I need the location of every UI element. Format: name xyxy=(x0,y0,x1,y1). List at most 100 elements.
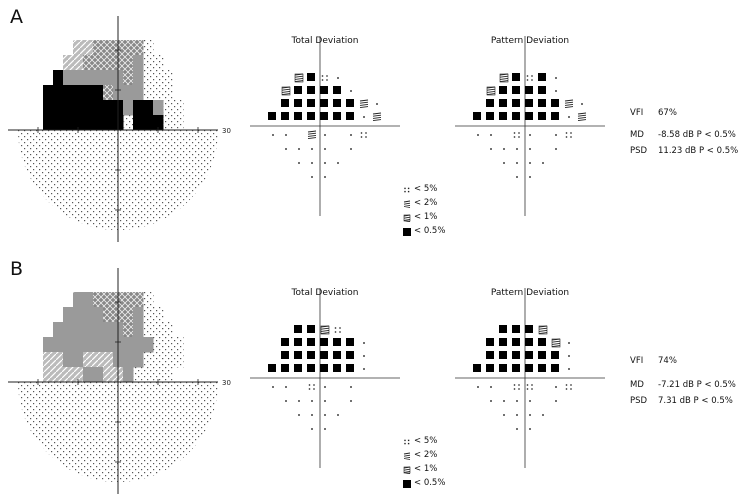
probability-symbol xyxy=(512,325,520,333)
field-tile xyxy=(43,85,54,101)
probability-symbol xyxy=(308,384,315,390)
field-tile xyxy=(103,115,114,131)
field-tile xyxy=(163,85,174,101)
field-tile xyxy=(153,307,164,323)
panel-b: B 30 Total Deviation Pattern Deviation V… xyxy=(0,252,748,504)
probability-symbol xyxy=(477,386,479,388)
probability-symbol xyxy=(551,99,559,107)
field-tile xyxy=(53,322,64,338)
probability-symbol xyxy=(324,134,326,136)
legend-symbol-05pct xyxy=(403,480,411,488)
md-label: MD xyxy=(630,130,644,140)
probability-symbol xyxy=(294,351,302,359)
probability-symbol xyxy=(486,99,494,107)
probability-symbol xyxy=(376,103,378,105)
probability-symbol xyxy=(324,162,326,164)
field-tile xyxy=(53,70,64,86)
probability-symbol xyxy=(516,428,518,430)
probability-symbol xyxy=(526,384,533,390)
field-tile xyxy=(73,55,84,71)
field-tile xyxy=(73,352,84,368)
probability-symbol xyxy=(542,162,544,164)
probability-symbol xyxy=(516,148,518,150)
field-tile xyxy=(43,115,54,131)
probability-symbol xyxy=(538,364,546,372)
probability-symbol xyxy=(281,364,289,372)
probability-symbol xyxy=(512,338,520,346)
probability-symbol xyxy=(321,75,328,81)
probability-symbol xyxy=(307,364,315,372)
field-tile xyxy=(63,337,74,353)
probability-symbol xyxy=(337,77,339,79)
field-tile xyxy=(123,85,134,101)
pattern-deviation-plot xyxy=(455,288,605,468)
field-tile xyxy=(133,70,144,86)
probability-symbol xyxy=(538,112,546,120)
probability-symbol xyxy=(568,342,570,344)
field-tile xyxy=(123,292,134,308)
field-tile xyxy=(133,40,144,56)
field-tile xyxy=(63,352,74,368)
field-tile xyxy=(133,85,144,101)
field-tile xyxy=(43,337,54,353)
field-tile xyxy=(53,352,64,368)
field-tile xyxy=(93,85,104,101)
field-tile xyxy=(123,337,134,353)
pattern-deviation-title: Pattern Deviation xyxy=(490,36,570,46)
field-tile xyxy=(73,337,84,353)
field-tile xyxy=(143,352,154,368)
probability-symbol xyxy=(324,386,326,388)
probability-symbol xyxy=(577,112,587,122)
total-deviation-plot xyxy=(250,288,400,468)
field-tile xyxy=(103,70,114,86)
probability-symbol xyxy=(281,112,289,120)
probability-symbol xyxy=(499,338,507,346)
field-tile xyxy=(133,100,144,116)
probability-symbol xyxy=(333,86,341,94)
probability-symbol xyxy=(334,327,341,333)
probability-symbol xyxy=(490,400,492,402)
field-tile xyxy=(163,367,174,383)
field-tile xyxy=(53,85,64,101)
probability-symbol xyxy=(529,134,531,136)
probability-symbol xyxy=(499,73,509,83)
probability-symbol xyxy=(525,351,533,359)
probability-symbol xyxy=(516,400,518,402)
probability-symbol xyxy=(404,439,410,445)
probability-symbol xyxy=(555,90,557,92)
probability-symbol xyxy=(285,386,287,388)
field-tile xyxy=(103,55,114,71)
probability-symbol xyxy=(499,86,507,94)
probability-symbol xyxy=(516,414,518,416)
field-tile xyxy=(83,55,94,71)
visual-field-grayscale-map: 30 xyxy=(8,16,231,242)
probability-symbol xyxy=(512,99,520,107)
field-tile xyxy=(83,307,94,323)
psd-label: PSD xyxy=(630,146,648,156)
legend-symbol-5pct xyxy=(404,439,410,445)
probability-symbol xyxy=(363,355,365,357)
field-tile xyxy=(93,292,104,308)
probability-symbol xyxy=(350,148,352,150)
legend-symbol-1pct xyxy=(403,466,411,474)
field-tile xyxy=(83,40,94,56)
total-deviation-plot xyxy=(250,36,400,216)
field-tile xyxy=(43,100,54,116)
total-deviation-title: Total Deviation xyxy=(291,36,359,46)
field-tile xyxy=(83,322,94,338)
probability-symbol xyxy=(311,176,313,178)
probability-symbol xyxy=(307,73,315,81)
field-tile xyxy=(143,70,154,86)
probability-symbol xyxy=(503,414,505,416)
probability-symbol xyxy=(403,200,411,208)
legend-symbol-2pct xyxy=(403,200,411,208)
probability-symbol xyxy=(346,99,354,107)
field-tile xyxy=(63,307,74,323)
probability-symbol xyxy=(565,384,572,390)
field-tile xyxy=(153,85,164,101)
probability-symbol xyxy=(285,148,287,150)
probability-symbol xyxy=(499,99,507,107)
probability-symbol xyxy=(529,176,531,178)
probability-symbol xyxy=(403,228,411,236)
probability-symbol xyxy=(499,112,507,120)
